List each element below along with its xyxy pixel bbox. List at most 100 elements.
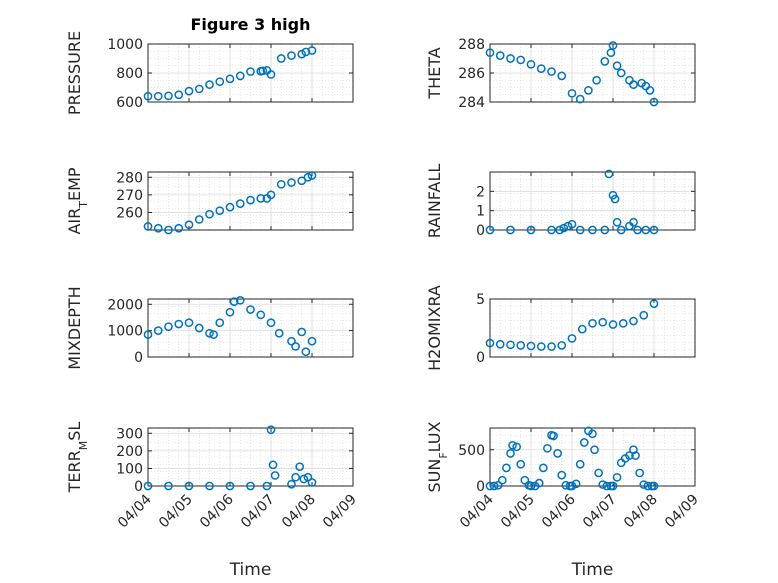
y-axis-label: AIRTEMP [65,167,90,234]
x-axis-label-right: Time [571,560,614,580]
y-tick-label: 1 [476,204,485,220]
data-point [174,90,184,100]
data-point [561,480,571,490]
axis-frame [489,43,696,103]
data-point [205,328,214,338]
y-axis-label: TERRMSL [65,422,90,494]
data-point [485,338,495,348]
data-point [506,225,515,235]
data-point [307,46,317,55]
data-point [547,67,556,76]
data-point [307,336,317,346]
data-point [520,475,530,485]
axis-frame [147,43,354,103]
data-point [516,459,526,469]
panel-sun-flux: 04/04 04/05 04/06 04/07 04/08 04/09 0 500 SUNFLU… [425,421,702,531]
y-axis-label: THETA [425,47,444,99]
axis-frame [147,298,354,358]
y-tick-label: 0 [476,479,485,495]
data-point [153,326,163,335]
data-point [287,479,296,489]
data-point [266,70,276,79]
data-point [270,471,280,480]
y-tick-label: 0 [476,350,485,366]
data-point [274,328,284,338]
data-point [508,441,517,450]
x-tick-label: 04/06 [539,491,579,531]
data-point [194,323,204,333]
data-point [291,342,300,351]
data-point [577,324,587,334]
data-point [184,86,194,96]
y-tick-label: 284 [458,95,485,111]
data-point [547,342,556,351]
data-point [616,68,626,78]
x-axis-label-left: Time [229,560,272,580]
data-point [516,55,526,65]
data-point [184,481,194,491]
data-point [229,297,239,306]
data-point [534,478,544,488]
data-point [184,220,194,230]
y-tick-label: 300 [116,426,143,442]
data-point [174,319,184,329]
data-point [639,480,649,489]
data-point [649,225,659,235]
data-point [563,221,573,231]
data-point [287,51,296,60]
x-tick-label: 04/07 [238,492,278,532]
data-point [262,481,272,491]
data-point [258,66,268,76]
data-point [209,330,218,339]
data-point [631,451,640,460]
data-point [629,217,638,227]
data-point [526,225,536,235]
axis-frame [489,427,696,487]
data-point [629,80,638,89]
data-point [215,206,225,216]
data-point [307,478,317,487]
data-point [588,429,597,439]
y-tick-label: 0 [476,223,485,239]
y-axis-label: MIXDEPTH [65,286,84,369]
data-point [594,468,604,478]
data-point [575,459,585,469]
data-point [225,74,235,84]
data-point [303,472,313,482]
data-point [592,75,601,85]
data-point [246,195,255,205]
data-point [512,442,522,452]
data-point [153,223,163,233]
data-point [579,438,589,447]
data-point [215,77,225,87]
data-point [256,194,266,203]
axis-frame [489,171,696,231]
y-tick-label: 288 [458,37,485,53]
data-point [598,480,608,489]
data-point [246,305,255,314]
data-point [643,481,653,491]
data-point [536,342,546,351]
data-point [495,51,505,60]
data-point [301,347,311,357]
y-tick-label: 2 [476,184,485,200]
panel-mixdepth: 0 1000 2000 MIXDEPTH [65,286,354,370]
data-point [618,319,628,328]
data-point [610,194,620,204]
data-point [174,223,184,233]
data-point [557,341,567,350]
data-point [256,310,266,320]
data-point [600,57,610,66]
data-point [612,472,622,482]
data-point [588,225,597,235]
data-point [276,54,286,63]
data-point [649,97,659,107]
data-point [301,47,311,57]
data-point [629,316,638,326]
x-tick-label: 04/05 [498,492,538,532]
y-tick-label: 260 [116,205,143,221]
data-point [526,341,536,351]
y-axis-label: H2OMIXRA [425,285,444,371]
